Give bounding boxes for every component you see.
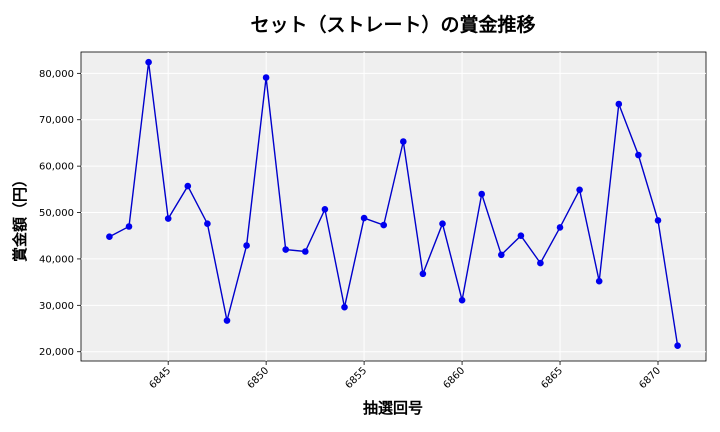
data-point	[654, 217, 662, 224]
data-point	[380, 221, 388, 229]
y-tick-label: 20,000	[39, 347, 74, 358]
data-point	[674, 342, 681, 350]
data-point	[498, 251, 505, 259]
y-axis-label: 賞金額（円）	[11, 172, 29, 262]
y-tick-label: 80,000	[39, 69, 74, 80]
data-point	[537, 259, 544, 267]
x-tick-label: 6845	[148, 365, 174, 391]
data-point	[262, 74, 270, 81]
data-point	[106, 233, 113, 240]
data-point	[341, 303, 348, 311]
y-tick-label: 30,000	[39, 301, 74, 312]
data-point	[302, 248, 309, 255]
data-point	[145, 58, 152, 66]
data-point	[360, 214, 368, 222]
x-axis-label: 抽選回号	[363, 399, 423, 417]
x-tick-label: 6850	[245, 365, 271, 391]
data-point	[439, 220, 446, 227]
data-point	[204, 220, 211, 227]
plot-area	[80, 51, 707, 362]
data-point	[576, 186, 583, 194]
data-point	[223, 317, 231, 324]
y-tick-label: 60,000	[39, 162, 74, 173]
x-tick-label: 6855	[343, 365, 369, 391]
series-line	[109, 62, 679, 346]
x-tick-label: 6870	[637, 365, 663, 391]
x-tick-label: 6860	[441, 365, 467, 391]
data-point	[184, 182, 192, 190]
series	[106, 58, 681, 350]
x-tick-label: 6865	[539, 365, 565, 391]
data-point	[321, 206, 329, 213]
data-point	[517, 232, 525, 239]
data-point	[419, 270, 427, 278]
data-point	[282, 246, 290, 253]
data-point	[615, 100, 623, 108]
data-point	[164, 215, 172, 222]
grid	[81, 52, 706, 361]
data-point	[595, 277, 603, 285]
data-point	[556, 224, 564, 231]
data-point	[635, 151, 642, 159]
data-point	[125, 223, 133, 230]
y-tick-label: 40,000	[39, 254, 74, 265]
data-point	[458, 296, 466, 304]
y-tick-label: 70,000	[39, 115, 74, 126]
data-point	[243, 242, 250, 249]
y-tick-label: 50,000	[39, 208, 74, 219]
data-point	[400, 138, 407, 145]
data-point	[478, 190, 486, 198]
chart-title: セット（ストレート）の賞金推移	[250, 13, 535, 36]
